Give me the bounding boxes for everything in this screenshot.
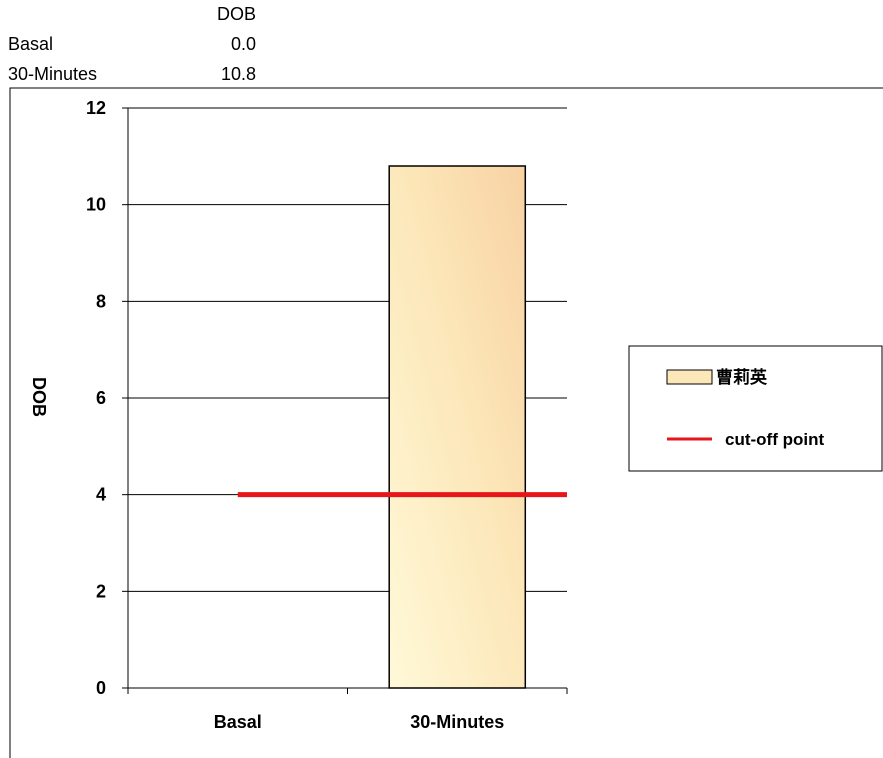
bars bbox=[388, 165, 527, 689]
legend-swatch-bar bbox=[666, 369, 713, 385]
table-row-label: Basal bbox=[8, 34, 53, 54]
table-row-value: 0.0 bbox=[231, 34, 256, 54]
y-tick-label: 4 bbox=[96, 485, 106, 505]
table-row-value: 10.8 bbox=[221, 64, 256, 84]
y-axis-title: DOB bbox=[29, 377, 49, 417]
axes: 0 2 4 6 8 10 12 Basal 30-Minutes bbox=[86, 98, 568, 732]
x-tick-label: Basal bbox=[214, 712, 262, 732]
table-row-label: 30-Minutes bbox=[8, 64, 97, 84]
chart-frame bbox=[9, 87, 883, 758]
y-tick-label: 10 bbox=[86, 195, 106, 215]
data-table: DOB Basal 0.0 30-Minutes 10.8 bbox=[8, 4, 256, 84]
y-tick-label: 8 bbox=[96, 291, 106, 311]
legend-label-bar: 曹莉英 bbox=[716, 367, 768, 387]
legend-label-line: cut-off point bbox=[725, 430, 824, 449]
bar bbox=[388, 165, 527, 689]
y-tick-label: 6 bbox=[96, 388, 106, 408]
legend-frame bbox=[628, 345, 883, 472]
table-header: DOB bbox=[217, 4, 256, 24]
y-tick-label: 12 bbox=[86, 98, 106, 118]
x-tick-label: 30-Minutes bbox=[410, 712, 504, 732]
y-tick-label: 2 bbox=[96, 581, 106, 601]
legend: 曹莉英 cut-off point bbox=[628, 345, 883, 472]
y-tick-label: 0 bbox=[96, 678, 106, 698]
